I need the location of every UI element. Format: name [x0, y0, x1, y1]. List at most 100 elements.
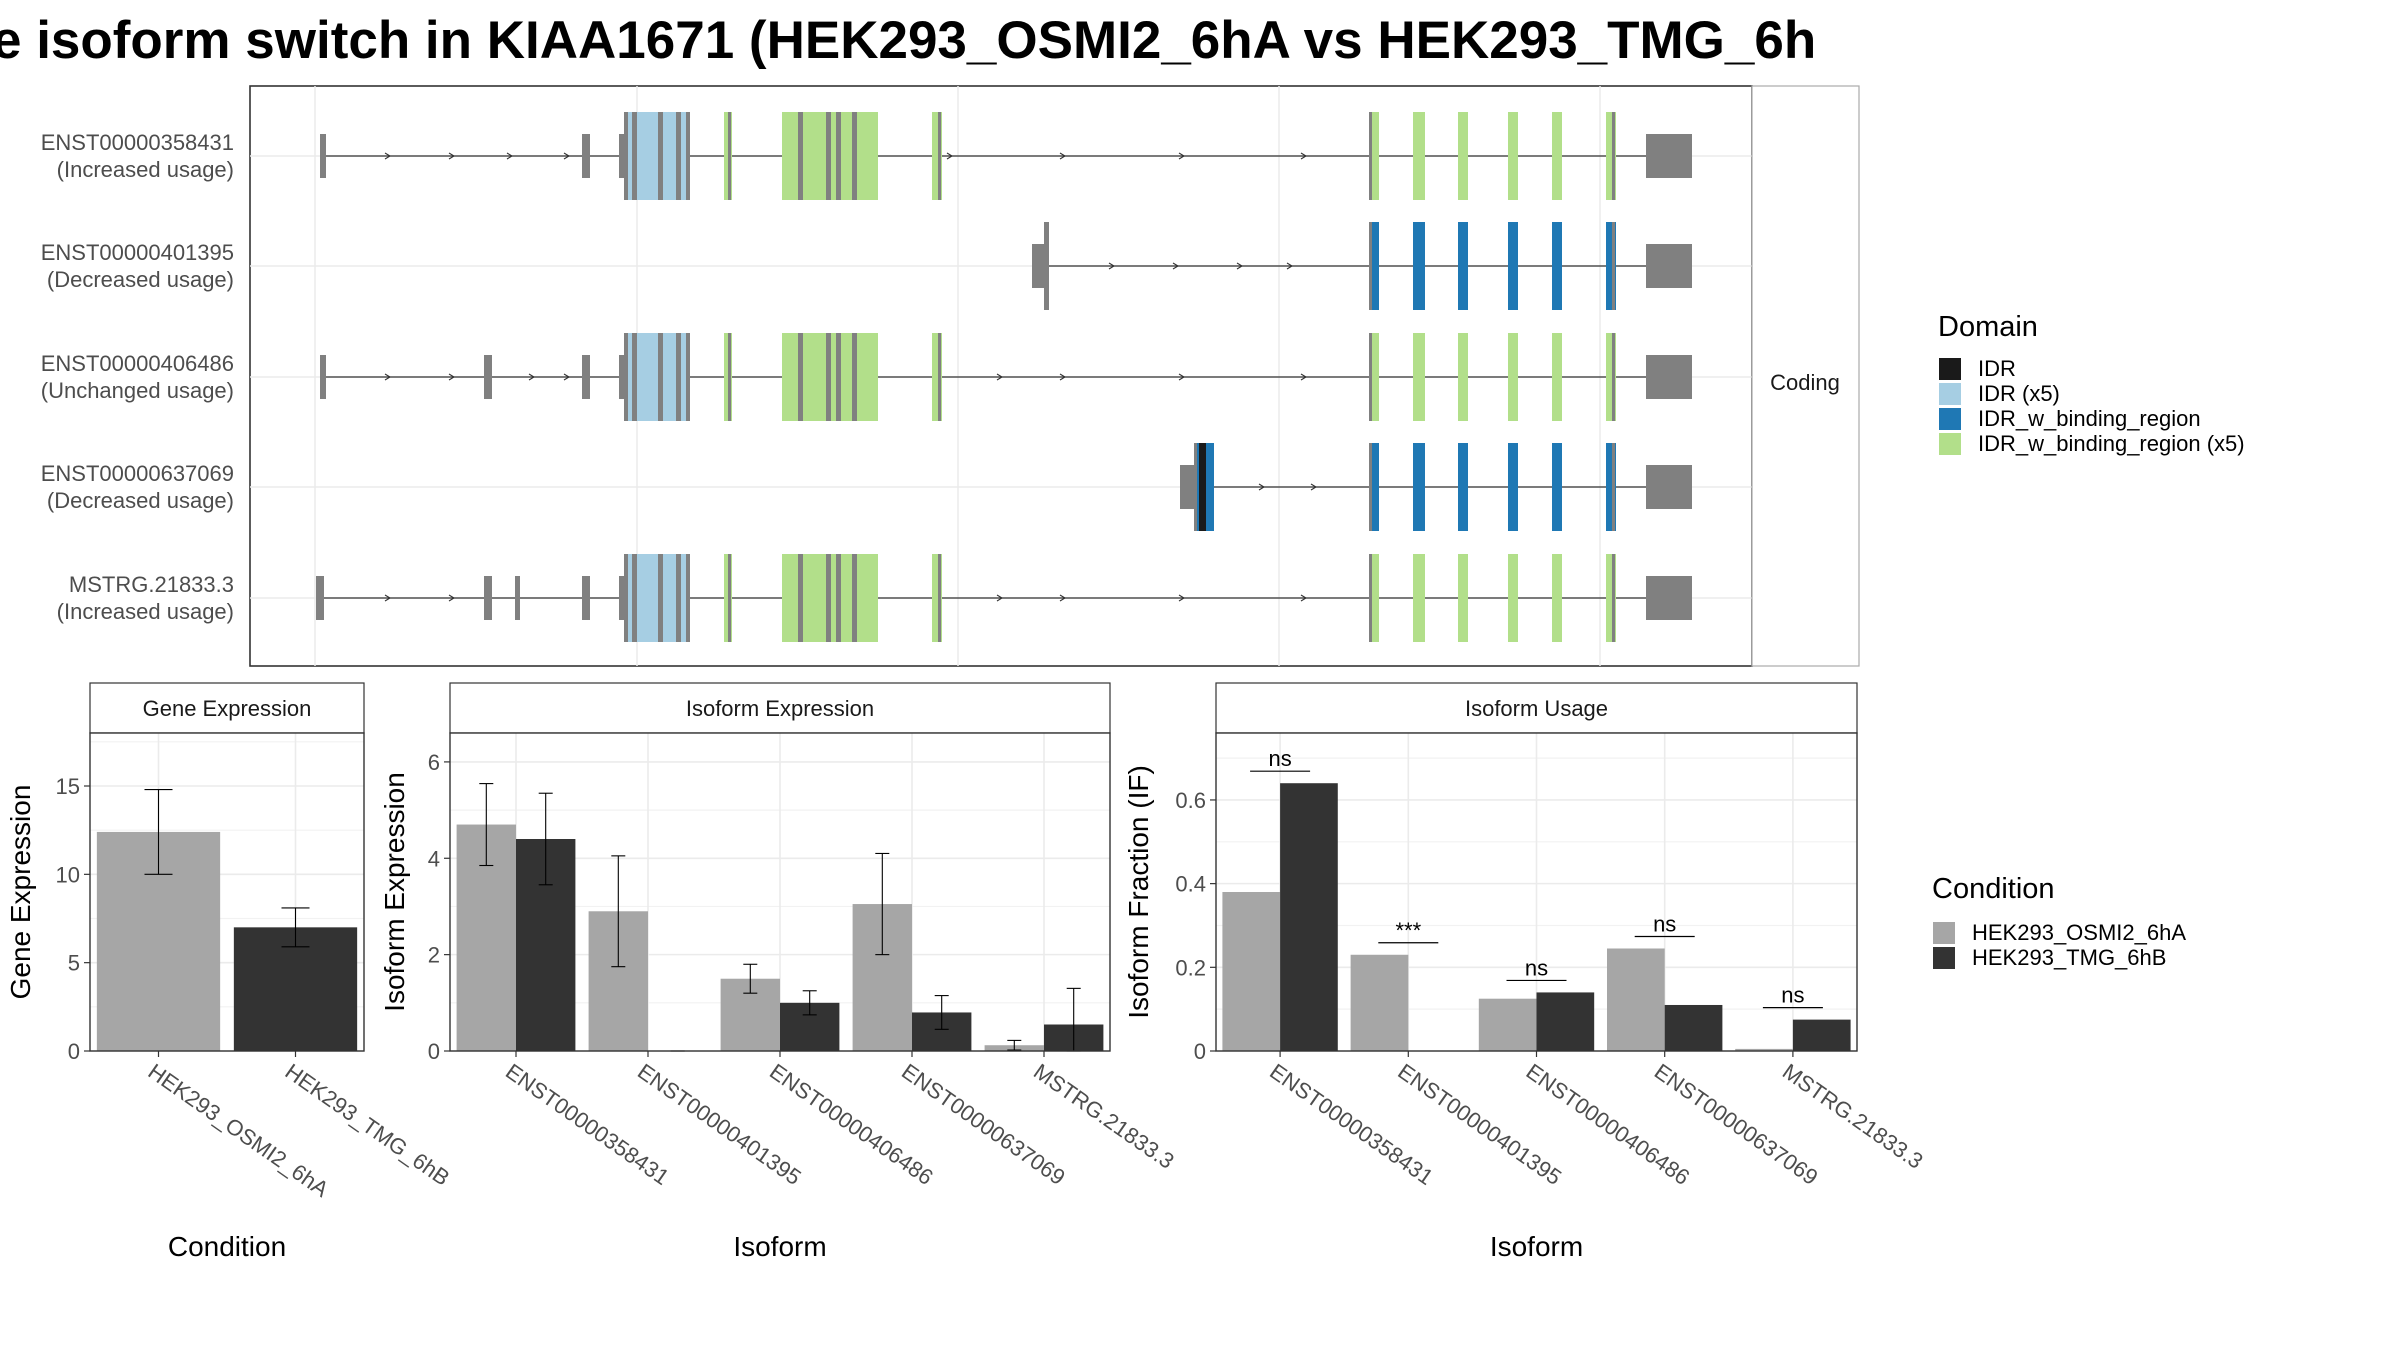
- domain-legend-label: IDR: [1978, 356, 2016, 381]
- exon: [484, 355, 492, 399]
- bar-tmg: [1536, 992, 1595, 1051]
- isoform-usage-label: (Decreased usage): [47, 488, 234, 513]
- domain-binding: [1458, 443, 1468, 531]
- domain-binding-x5: [1606, 333, 1616, 421]
- y-tick-label: 0: [1194, 1039, 1206, 1064]
- exon-stripe: [728, 333, 731, 421]
- domain-binding-x5: [1369, 112, 1379, 200]
- y-tick-label: 2: [428, 943, 440, 968]
- bar-osmi2: [1607, 948, 1665, 1051]
- exon-stripe: [676, 112, 681, 200]
- domain-binding-x5: [1552, 112, 1562, 200]
- direction-arrow: [1108, 262, 1116, 270]
- exon: [619, 134, 624, 178]
- direction-arrow: [384, 594, 392, 602]
- isoform-id-label: MSTRG.21833.3: [69, 572, 234, 597]
- isoform-structure-panel: ENST00000358431(Increased usage)ENST0000…: [41, 85, 1860, 667]
- direction-arrow: [1178, 373, 1186, 381]
- direction-arrow: [1172, 262, 1180, 270]
- domain-binding-x5: [1552, 554, 1562, 642]
- exon-stripe: [1612, 554, 1615, 642]
- bar-osmi2: [1735, 1048, 1793, 1051]
- exon-stripe: [852, 112, 857, 200]
- domain-legend-label: IDR_w_binding_region: [1978, 406, 2201, 431]
- domain-binding-x5: [1458, 554, 1468, 642]
- y-tick-label: 0.6: [1175, 788, 1206, 813]
- direction-arrow: [1258, 483, 1266, 491]
- condition-legend-swatch: [1933, 947, 1955, 969]
- isoform-usage-label: (Unchanged usage): [41, 378, 234, 403]
- y-axis-title: Isoform Expression: [379, 772, 410, 1012]
- direction-arrow: [1178, 594, 1186, 602]
- direction-arrow: [448, 594, 456, 602]
- domain-binding-x5: [1606, 554, 1616, 642]
- chart-strip-title: Isoform Usage: [1465, 696, 1608, 721]
- exon-stripe: [632, 112, 637, 200]
- exon-stripe: [798, 112, 803, 200]
- y-tick-label: 15: [56, 774, 80, 799]
- y-tick-label: 0: [428, 1039, 440, 1064]
- coding-strip-label: Coding: [1770, 370, 1840, 395]
- exon-stripe: [658, 554, 663, 642]
- exon-stripe: [624, 112, 628, 200]
- domain-binding-x5: [932, 554, 942, 642]
- exon-stripe: [676, 554, 681, 642]
- y-tick-label: 6: [428, 750, 440, 775]
- exon: [619, 576, 624, 620]
- domain-binding-x5: [1508, 112, 1518, 200]
- domain-legend-swatch: [1939, 408, 1961, 430]
- domain-legend-swatch: [1939, 433, 1961, 455]
- domain-binding-x5: [932, 333, 942, 421]
- chart-strip: [89, 682, 365, 734]
- bar-tmg: [233, 927, 358, 1051]
- exon-utr: [1646, 134, 1692, 178]
- domain-binding-x5: [1458, 112, 1468, 200]
- domain-binding: [1369, 443, 1379, 531]
- domain-binding-x5: [1413, 554, 1425, 642]
- exon-stripe: [826, 333, 831, 421]
- exon-stripe: [686, 333, 690, 421]
- exon-stripe: [1044, 222, 1049, 310]
- chart-strip-title: Isoform Expression: [686, 696, 874, 721]
- y-tick-label: 5: [68, 951, 80, 976]
- direction-arrow: [448, 373, 456, 381]
- bar-tmg: [1280, 783, 1338, 1051]
- domain-binding: [1369, 222, 1379, 310]
- exon: [316, 576, 324, 620]
- direction-arrow: [1059, 152, 1067, 160]
- direction-arrow: [448, 152, 456, 160]
- direction-arrow: [1310, 483, 1318, 491]
- exon-stripe: [676, 333, 681, 421]
- direction-arrow: [946, 152, 954, 160]
- exon: [582, 134, 590, 178]
- direction-arrow: [1059, 373, 1067, 381]
- y-axis-title: Isoform Fraction (IF): [1123, 765, 1154, 1019]
- domain-binding-x5: [1413, 333, 1425, 421]
- domain-binding: [1458, 222, 1468, 310]
- isoform-id-label: ENST00000401395: [41, 240, 234, 265]
- condition-legend-label: HEK293_TMG_6hB: [1972, 945, 2166, 970]
- domain-binding-x5: [1413, 112, 1425, 200]
- direction-arrow: [1286, 262, 1294, 270]
- exon-stripe: [624, 333, 628, 421]
- exon-stripe: [728, 554, 731, 642]
- exon-stripe: [1612, 112, 1615, 200]
- exon-stripe: [1369, 554, 1372, 642]
- condition-legend-title: Condition: [1932, 873, 2055, 905]
- isoform-track-2: [1032, 222, 1692, 310]
- exon-stripe: [1369, 333, 1372, 421]
- bar-osmi2: [1222, 892, 1281, 1051]
- significance-label: ***: [1395, 918, 1421, 943]
- exon-stripe: [836, 333, 841, 421]
- y-tick-label: 0: [68, 1039, 80, 1064]
- exon: [1180, 465, 1196, 509]
- condition-legend-label: HEK293_OSMI2_6hA: [1972, 920, 2186, 945]
- isoform-labels: ENST00000358431(Increased usage)ENST0000…: [41, 130, 234, 624]
- domain-idr: [1199, 443, 1206, 531]
- significance-label: ns: [1653, 911, 1676, 936]
- exon: [582, 576, 590, 620]
- x-axis-title: Isoform: [1490, 1231, 1583, 1262]
- isoform-tracks: [316, 112, 1692, 642]
- y-axis-title: Gene Expression: [5, 785, 36, 1000]
